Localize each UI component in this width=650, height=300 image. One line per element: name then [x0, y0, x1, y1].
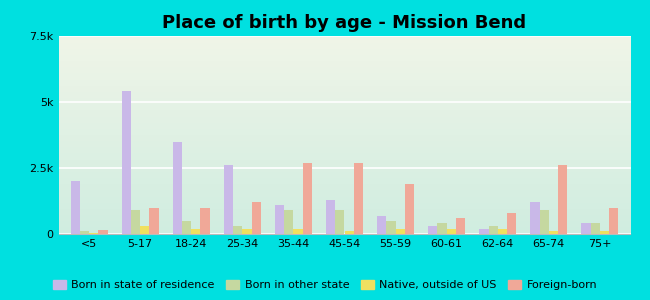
Bar	[173, 142, 182, 234]
Bar	[600, 231, 609, 234]
Bar	[540, 210, 549, 234]
Bar	[591, 224, 600, 234]
Bar	[242, 229, 252, 234]
Bar	[233, 226, 242, 234]
Bar	[437, 224, 447, 234]
Bar	[396, 229, 405, 234]
Bar	[498, 229, 507, 234]
Bar	[335, 210, 345, 234]
Bar	[131, 210, 140, 234]
Bar	[98, 230, 107, 234]
Bar	[182, 221, 191, 234]
Bar	[377, 215, 386, 234]
Bar	[428, 226, 437, 234]
Bar	[200, 208, 210, 234]
Bar	[140, 226, 150, 234]
Legend: Born in state of residence, Born in other state, Native, outside of US, Foreign-: Born in state of residence, Born in othe…	[48, 275, 602, 294]
Bar	[609, 208, 618, 234]
Bar	[303, 163, 312, 234]
Bar	[275, 205, 284, 234]
Bar	[293, 229, 303, 234]
Bar	[489, 226, 498, 234]
Bar	[89, 233, 98, 234]
Bar	[224, 165, 233, 234]
Bar	[354, 163, 363, 234]
Bar	[284, 210, 293, 234]
Bar	[530, 202, 540, 234]
Bar	[80, 231, 89, 234]
Bar	[386, 221, 396, 234]
Bar	[456, 218, 465, 234]
Bar	[122, 92, 131, 234]
Bar	[71, 181, 80, 234]
Bar	[252, 202, 261, 234]
Bar	[558, 165, 567, 234]
Bar	[582, 224, 591, 234]
Bar	[447, 229, 456, 234]
Bar	[479, 229, 489, 234]
Bar	[344, 231, 354, 234]
Bar	[507, 213, 516, 234]
Bar	[405, 184, 414, 234]
Bar	[191, 229, 200, 234]
Title: Place of birth by age - Mission Bend: Place of birth by age - Mission Bend	[162, 14, 526, 32]
Bar	[326, 200, 335, 234]
Bar	[549, 231, 558, 234]
Bar	[150, 208, 159, 234]
